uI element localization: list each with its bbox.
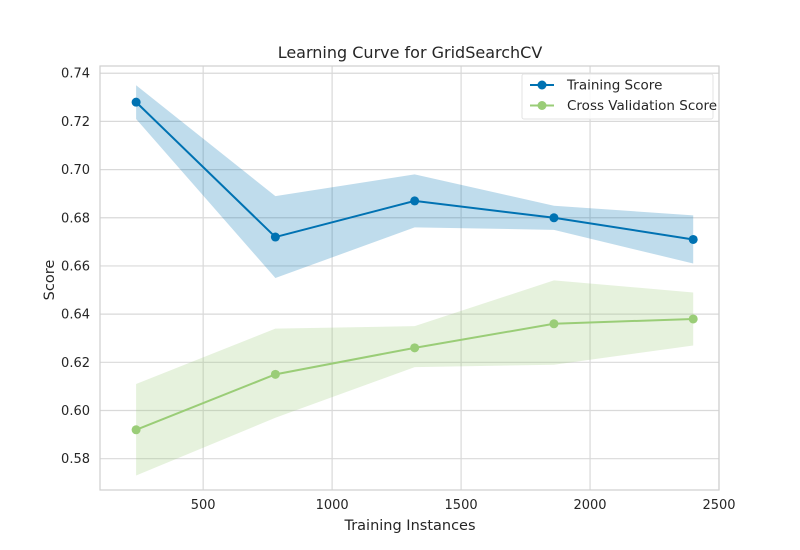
training-score-band [136,85,694,278]
training-score-legend-marker [537,80,547,90]
y-tick-label: 0.74 [61,67,90,82]
cross-validation-score-band [136,280,694,476]
x-tick-label: 2500 [702,498,735,513]
x-axis-label: Training Instances [343,518,475,534]
y-tick-label: 0.66 [61,259,90,274]
y-tick-label: 0.58 [61,452,90,467]
y-tick-label: 0.68 [61,211,90,226]
y-tick-label: 0.64 [61,308,90,323]
plot-frame [99,65,720,491]
x-tick-label: 1500 [445,498,478,513]
y-tick-label: 0.72 [61,115,90,130]
cross-validation-score-legend-marker [537,101,547,110]
cross-validation-score-point [270,369,280,379]
x-tick-label: 500 [191,498,216,513]
y-tick-label: 0.62 [61,356,90,371]
training-score-point [410,196,420,206]
legend: Training Score Cross Validation Score [521,73,717,120]
cross-validation-score-point [131,425,141,435]
training-score-point [131,97,141,107]
cross-validation-score-point [410,343,420,353]
x-tick-label: 1000 [316,498,349,513]
y-tick-label: 0.70 [61,163,90,178]
x-tick-labels: 500 1000 1500 2000 2500 [191,498,736,513]
plot-area [99,65,720,491]
training-score-legend-label: Training Score [566,78,662,94]
cross-validation-score-legend-label: Cross Validation Score [567,98,717,114]
series-points [131,97,698,435]
x-tick-label: 2000 [573,498,606,513]
chart-title: Learning Curve for GridSearchCV [278,43,543,62]
legend-box [521,73,714,120]
cross-validation-score-point [549,319,559,329]
cross-validation-score-point [688,314,698,324]
y-axis-label: Score [42,260,58,301]
training-score-point [549,213,559,223]
y-tick-label: 0.60 [61,404,90,419]
training-score-point [270,232,280,242]
training-score-point [688,234,698,244]
confidence-bands [136,85,694,476]
y-tick-labels: 0.58 0.60 0.62 0.64 0.66 0.68 0.70 0.72 0.74 [61,67,90,467]
